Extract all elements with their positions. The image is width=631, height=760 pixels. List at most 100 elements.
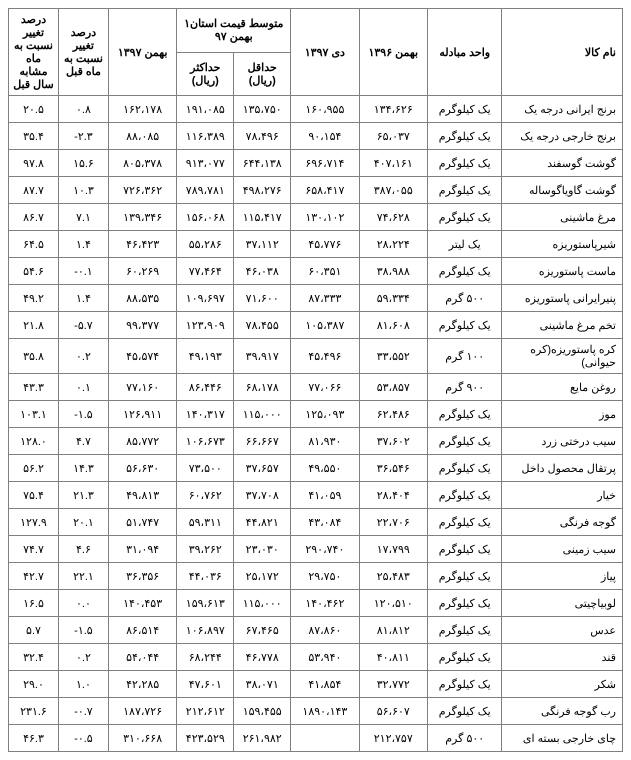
cell-d97: ۴۱،۸۵۴ — [291, 671, 359, 698]
cell-py: ۸۶.۷ — [9, 204, 59, 231]
cell-d97: ۲۹۰،۷۴۰ — [291, 536, 359, 563]
cell-unit: یک کیلوگرم — [427, 150, 502, 177]
cell-pm: ۷.۱ — [58, 204, 108, 231]
table-row: سیب درختی زردیک کیلوگرم۳۷،۶۰۲۸۱،۹۳۰۶۶،۶۶… — [9, 428, 623, 455]
cell-name: رب گوجه فرنگی — [502, 698, 623, 725]
cell-b97: ۴۶،۴۲۳ — [108, 231, 176, 258]
cell-min: ۱۱۵،۴۱۷ — [234, 204, 291, 231]
cell-unit: یک کیلوگرم — [427, 644, 502, 671]
cell-pm: ۰.۵- — [58, 725, 108, 752]
cell-b97: ۵۴،۰۴۴ — [108, 644, 176, 671]
cell-max: ۷۸۹،۷۸۱ — [177, 177, 234, 204]
table-row: مرغ ماشینییک کیلوگرم۷۴،۶۲۸۱۳۰،۱۰۲۱۱۵،۴۱۷… — [9, 204, 623, 231]
cell-unit: ۵۰۰ گرم — [427, 285, 502, 312]
table-row: خیاریک کیلوگرم۲۸،۴۰۴۴۱،۰۵۹۳۷،۷۰۸۶۰،۷۶۲۴۹… — [9, 482, 623, 509]
table-row: موزیک کیلوگرم۶۲،۴۸۶۱۲۵،۰۹۳۱۱۵،۰۰۰۱۴۰،۳۱۷… — [9, 401, 623, 428]
cell-b96: ۱۳۴،۶۲۶ — [359, 96, 427, 123]
cell-unit: یک لیتر — [427, 231, 502, 258]
table-row: سیب زمینییک کیلوگرم۱۷،۷۹۹۲۹۰،۷۴۰۲۳،۰۳۰۳۹… — [9, 536, 623, 563]
cell-b96: ۲۲،۷۰۶ — [359, 509, 427, 536]
cell-pm: ۱.۰ — [58, 671, 108, 698]
cell-b97: ۸۸،۰۸۵ — [108, 123, 176, 150]
cell-b97: ۴۲،۲۸۵ — [108, 671, 176, 698]
cell-max: ۶۸،۲۴۴ — [177, 644, 234, 671]
cell-pm: ۰.۷- — [58, 698, 108, 725]
cell-py: ۲۰.۵ — [9, 96, 59, 123]
cell-pm: ۲۲.۱ — [58, 563, 108, 590]
cell-py: ۴۲.۷ — [9, 563, 59, 590]
cell-name: قند — [502, 644, 623, 671]
cell-name: لوبیاچیتی — [502, 590, 623, 617]
cell-unit: یک کیلوگرم — [427, 509, 502, 536]
cell-b96: ۳۸۷،۰۵۵ — [359, 177, 427, 204]
cell-unit: ۵۰۰ گرم — [427, 725, 502, 752]
cell-pm: ۱۰.۳ — [58, 177, 108, 204]
cell-b97: ۸۸،۵۳۵ — [108, 285, 176, 312]
cell-b96: ۵۳،۸۵۷ — [359, 374, 427, 401]
cell-max: ۴۹،۱۹۳ — [177, 339, 234, 374]
cell-name: برنج ایرانی درجه یک — [502, 96, 623, 123]
cell-name: سیب درختی زرد — [502, 428, 623, 455]
cell-b96: ۳۶،۵۴۶ — [359, 455, 427, 482]
table-row: پرتقال محصول داخلیک کیلوگرم۳۶،۵۴۶۴۹،۵۵۰۳… — [9, 455, 623, 482]
cell-py: ۸۷.۷ — [9, 177, 59, 204]
cell-b97: ۱۳۹،۳۴۶ — [108, 204, 176, 231]
cell-name: شيرپاستوريزه — [502, 231, 623, 258]
cell-d97: ۱۲۵،۰۹۳ — [291, 401, 359, 428]
cell-name: برنج خارجی درجه یک — [502, 123, 623, 150]
cell-name: خیار — [502, 482, 623, 509]
cell-min: ۷۸،۴۹۶ — [234, 123, 291, 150]
cell-min: ۶۸،۱۷۸ — [234, 374, 291, 401]
cell-py: ۵۶.۲ — [9, 455, 59, 482]
cell-unit: یک کیلوگرم — [427, 177, 502, 204]
cell-min: ۱۳۵،۷۵۰ — [234, 96, 291, 123]
cell-b96: ۵۶،۶۰۷ — [359, 698, 427, 725]
cell-py: ۱۰۳.۱ — [9, 401, 59, 428]
cell-max: ۵۵،۲۸۶ — [177, 231, 234, 258]
cell-min: ۷۸،۴۵۵ — [234, 312, 291, 339]
cell-pm: ۱.۵- — [58, 617, 108, 644]
cell-d97: ۱۰۵،۳۸۷ — [291, 312, 359, 339]
cell-d97: ۴۵،۴۹۶ — [291, 339, 359, 374]
header-avg-group: متوسط قیمت استان۱ بهمن ۹۷ — [177, 9, 291, 53]
cell-py: ۹۷.۸ — [9, 150, 59, 177]
table-row: رب گوجه فرنگییک کیلوگرم۵۶،۶۰۷۱۸۹۰،۱۴۳۱۵۹… — [9, 698, 623, 725]
cell-max: ۶۰،۷۶۲ — [177, 482, 234, 509]
cell-name: عدس — [502, 617, 623, 644]
cell-pm: ۴.۶ — [58, 536, 108, 563]
cell-max: ۱۵۶،۰۶۸ — [177, 204, 234, 231]
header-unit: واحد مبادله — [427, 9, 502, 96]
cell-py: ۲۳۱.۶ — [9, 698, 59, 725]
table-row: قندیک کیلوگرم۴۰،۸۱۱۵۳،۹۴۰۴۶،۷۷۸۶۸،۲۴۴۵۴،… — [9, 644, 623, 671]
cell-py: ۵.۷ — [9, 617, 59, 644]
header-bahman97: بهمن ۱۳۹۷ — [108, 9, 176, 96]
cell-pm: ۱۴.۳ — [58, 455, 108, 482]
cell-min: ۴۶،۰۳۸ — [234, 258, 291, 285]
cell-pm: ۲.۳- — [58, 123, 108, 150]
cell-d97: ۸۷،۳۳۳ — [291, 285, 359, 312]
cell-name: گوشت گوسفند — [502, 150, 623, 177]
cell-py: ۴۹.۲ — [9, 285, 59, 312]
cell-b96: ۷۴،۶۲۸ — [359, 204, 427, 231]
cell-min: ۳۸،۰۷۱ — [234, 671, 291, 698]
table-row: چای خارجی بسته ای۵۰۰ گرم۲۱۲،۷۵۷۲۶۱،۹۸۲۴۲… — [9, 725, 623, 752]
cell-py: ۳۵.۴ — [9, 123, 59, 150]
cell-unit: یک کیلوگرم — [427, 590, 502, 617]
header-max: حداکثر (ریال) — [177, 52, 234, 96]
cell-b97: ۹۹،۳۷۷ — [108, 312, 176, 339]
cell-d97: ۲۹،۷۵۰ — [291, 563, 359, 590]
cell-unit: یک کیلوگرم — [427, 96, 502, 123]
cell-pm: ۰.۸ — [58, 96, 108, 123]
header-dey97: دی ۱۳۹۷ — [291, 9, 359, 96]
cell-b97: ۷۲۶،۳۶۲ — [108, 177, 176, 204]
cell-b97: ۷۷،۱۶۰ — [108, 374, 176, 401]
cell-name: گوشت گاوياگوساله — [502, 177, 623, 204]
cell-d97: ۶۵۸،۴۱۷ — [291, 177, 359, 204]
cell-unit: یک کیلوگرم — [427, 123, 502, 150]
cell-name: پرتقال محصول داخل — [502, 455, 623, 482]
cell-min: ۳۷،۷۰۸ — [234, 482, 291, 509]
header-pct-month: درصد تغییر نسبت به ماه قبل — [58, 9, 108, 96]
table-row: گوجه فرنگییک کیلوگرم۲۲،۷۰۶۴۳،۰۸۴۴۴،۸۲۱۵۹… — [9, 509, 623, 536]
cell-py: ۷۵.۴ — [9, 482, 59, 509]
cell-b96: ۴۰۷،۱۶۱ — [359, 150, 427, 177]
